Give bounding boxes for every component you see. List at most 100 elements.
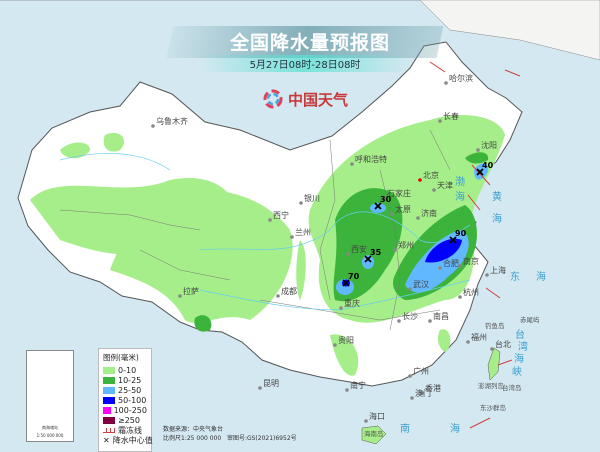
city-label: 太原	[395, 204, 411, 214]
cross-icon: ✕	[103, 435, 110, 445]
sea-label: 海	[455, 190, 465, 203]
legend-item: ≥250	[103, 415, 147, 425]
city-dot	[438, 119, 442, 123]
sea-label: 渤	[455, 175, 465, 188]
rain-center: 35	[364, 248, 382, 263]
city-dot	[416, 216, 420, 220]
legend-center: ✕ 降水中心值	[103, 435, 153, 445]
city-label: 杭州	[463, 287, 479, 297]
rain-center-value: 70	[348, 272, 360, 281]
city-label: 重庆	[344, 298, 360, 308]
credits: 数据来源：中央气象台 比例尺1:25 000 000 审图号:GS(2021)6…	[163, 425, 297, 443]
city-label: 南宁	[350, 380, 366, 390]
city-dot	[428, 319, 432, 323]
sea-label: 湾	[518, 340, 528, 353]
city-label: 福州	[471, 333, 487, 342]
hainan	[361, 425, 387, 445]
legend-label: 50-100	[118, 395, 147, 405]
city-dot	[408, 374, 412, 378]
south-china-sea-inset: 南海诸岛 1:50 000 000	[26, 350, 74, 442]
rain-center-value: 35	[370, 248, 382, 257]
legend-item: 50-100	[103, 395, 147, 405]
city-label: 拉萨	[183, 286, 199, 296]
approval-number: 审图号:GS(2021)6952号	[226, 435, 297, 442]
cross-icon	[476, 168, 484, 176]
island-label: 钓鱼岛	[485, 321, 505, 330]
city-label: 乌鲁木齐	[156, 116, 188, 126]
city-dot	[408, 287, 412, 291]
legend-label: 25-50	[118, 385, 142, 395]
inset-scale: 1:50 000 000	[36, 433, 64, 438]
city-dot	[410, 396, 414, 400]
rain-center: 90	[449, 229, 467, 244]
cross-icon	[342, 279, 350, 287]
sea-label: 台	[515, 328, 525, 341]
city-label: 北京	[423, 170, 439, 180]
city-label: 西安	[351, 244, 367, 254]
center-label: 降水中心值	[112, 435, 153, 445]
rain-center: 30	[374, 195, 392, 210]
island-label: 台湾岛	[502, 383, 522, 392]
city-dot	[339, 306, 343, 310]
forecast-period: 5月27日08时-28日08时	[249, 60, 361, 71]
city-dot	[458, 295, 462, 299]
city-label: 呼和浩特	[355, 154, 387, 164]
city-dot	[258, 386, 262, 390]
island-label: 海南岛	[364, 429, 384, 438]
island-label: 赤尾屿	[520, 315, 540, 324]
legend: 图例(毫米) 0-10 10-25 25-50 50-100 100-250 ≥250 霜…	[98, 348, 153, 452]
sea-label: 峡	[512, 365, 522, 378]
rain-center-value: 30	[380, 195, 392, 204]
sea-label: 黄	[492, 190, 502, 203]
legend-label: ≥250	[118, 415, 140, 425]
legend-swatch	[103, 366, 115, 374]
city-dot	[390, 212, 394, 216]
rain-center-value: 90	[455, 229, 467, 238]
legend-label: 0-10	[118, 365, 137, 375]
city-dot	[420, 391, 424, 395]
legend-swatch	[103, 376, 115, 384]
city-dot	[350, 162, 354, 166]
legend-item: 100-250	[103, 405, 147, 415]
city-dot	[382, 196, 386, 200]
city-label: 成都	[281, 286, 297, 296]
city-label: 广州	[413, 366, 429, 376]
city-dot	[345, 388, 349, 392]
logo: 中国天气	[262, 88, 348, 110]
island-label: 澎湖列岛	[478, 381, 504, 390]
province-borders	[59, 129, 451, 331]
subtitle-band	[200, 55, 410, 72]
neighbor-land	[0, 0, 600, 61]
taiwan	[487, 347, 501, 381]
city-dot	[476, 148, 480, 152]
city-label: 昆明	[263, 379, 279, 388]
legend-item: 10-25	[103, 375, 147, 385]
legend-swatch	[103, 416, 115, 424]
city-dot	[397, 319, 401, 323]
city-label: 西宁	[273, 210, 289, 220]
city-dot	[444, 81, 448, 85]
city-label: 台北	[495, 339, 511, 349]
sea-label: 海	[492, 212, 502, 225]
city-dot	[290, 235, 294, 239]
city-label: 长沙	[402, 311, 418, 321]
city-dot	[333, 343, 337, 347]
legend-frost: 霜冻线	[103, 425, 147, 435]
city-label: 银川	[304, 193, 320, 203]
city-dot	[364, 419, 368, 423]
city-dot	[438, 266, 442, 270]
cross-icon	[449, 236, 457, 244]
city-dot	[151, 124, 155, 128]
city-dot	[346, 252, 350, 256]
logo-icon	[263, 89, 283, 109]
legend-swatch	[103, 406, 111, 414]
city-label: 石家庄	[387, 188, 411, 198]
city-label: 澳门	[415, 388, 431, 398]
data-source: 数据来源：中央气象台	[163, 426, 224, 433]
city-dot	[418, 178, 422, 182]
sea-label: 东	[510, 270, 520, 283]
frost-lines	[429, 61, 521, 429]
